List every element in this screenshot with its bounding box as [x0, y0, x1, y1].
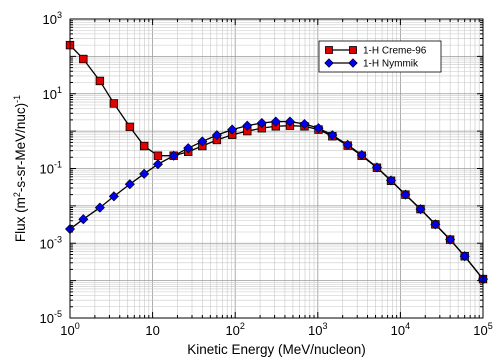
y-axis-label: Flux (m2-s-sr-MeV/nuc)-1: [12, 95, 28, 242]
x-tick-label: 105: [473, 321, 492, 338]
data-point-creme96: [79, 54, 88, 64]
y-tick-label: 10-3: [40, 234, 62, 251]
legend-label: 1-H Creme-96: [363, 46, 427, 57]
data-point-nymmik: [459, 251, 470, 262]
legend-marker-diamond: [348, 58, 358, 68]
legend: 1-H Creme-96 1-H Nymmik: [318, 40, 442, 73]
series-lines: [69, 44, 484, 280]
data-point-nymmik: [415, 204, 426, 215]
data-point-creme96: [139, 141, 149, 151]
data-point-nymmik: [445, 234, 456, 245]
y-tick-label: 101: [43, 85, 62, 102]
data-point-nymmik: [183, 143, 194, 154]
data-point-creme96: [95, 76, 105, 86]
series-line: [69, 44, 484, 280]
data-point-nymmik: [139, 168, 150, 179]
data-point-nymmik: [152, 159, 163, 170]
x-axis-label: Kinetic Energy (MeV/nucleon): [187, 342, 366, 357]
x-tick-label: 100: [60, 321, 79, 338]
data-point-nymmik: [78, 214, 89, 225]
data-point-creme96: [125, 122, 135, 132]
data-point-nymmik: [371, 162, 382, 173]
y-tick-label: 10-1: [40, 160, 62, 177]
data-point-nymmik: [108, 191, 119, 202]
x-tick-label: 104: [391, 321, 410, 338]
data-point-nymmik: [94, 202, 105, 213]
y-tick-label: 10-5: [40, 309, 62, 326]
legend-marker-square: [325, 46, 333, 54]
data-point-nymmik: [356, 149, 367, 161]
x-tick-label: 102: [225, 321, 244, 338]
data-point-nymmik: [327, 130, 338, 141]
data-point-nymmik: [430, 219, 441, 230]
data-point-creme96: [153, 151, 163, 160]
data-point-nymmik: [256, 117, 267, 129]
series-markers: [64, 40, 489, 285]
data-point-nymmik: [342, 139, 353, 150]
data-point-nymmik: [299, 118, 310, 130]
y-tick-label: 103: [43, 10, 62, 27]
data-point-nymmik: [168, 150, 179, 161]
data-point-nymmik: [284, 116, 295, 127]
x-tick-label: 10: [145, 323, 159, 338]
data-point-nymmik: [227, 124, 238, 135]
series-line: [69, 120, 484, 280]
legend-label: 1-H Nymmik: [363, 59, 419, 70]
legend-marker-square: [349, 46, 357, 54]
plot-frame: [69, 18, 484, 319]
legend-box: [318, 40, 442, 73]
data-point-creme96: [109, 99, 119, 108]
x-tick-label: 103: [308, 321, 327, 338]
data-point-nymmik: [313, 123, 324, 134]
data-point-nymmik: [211, 130, 222, 141]
data-point-nymmik: [124, 179, 135, 190]
data-point-nymmik: [242, 120, 253, 131]
data-point-nymmik: [197, 136, 208, 147]
data-point-nymmik: [400, 189, 411, 200]
data-point-nymmik: [385, 175, 397, 186]
tick-labels: 100 10 102 103 104 105 103 101 10-1 10-3 10-5: [40, 10, 493, 338]
legend-marker-diamond: [324, 58, 334, 68]
data-point-nymmik: [270, 116, 281, 127]
